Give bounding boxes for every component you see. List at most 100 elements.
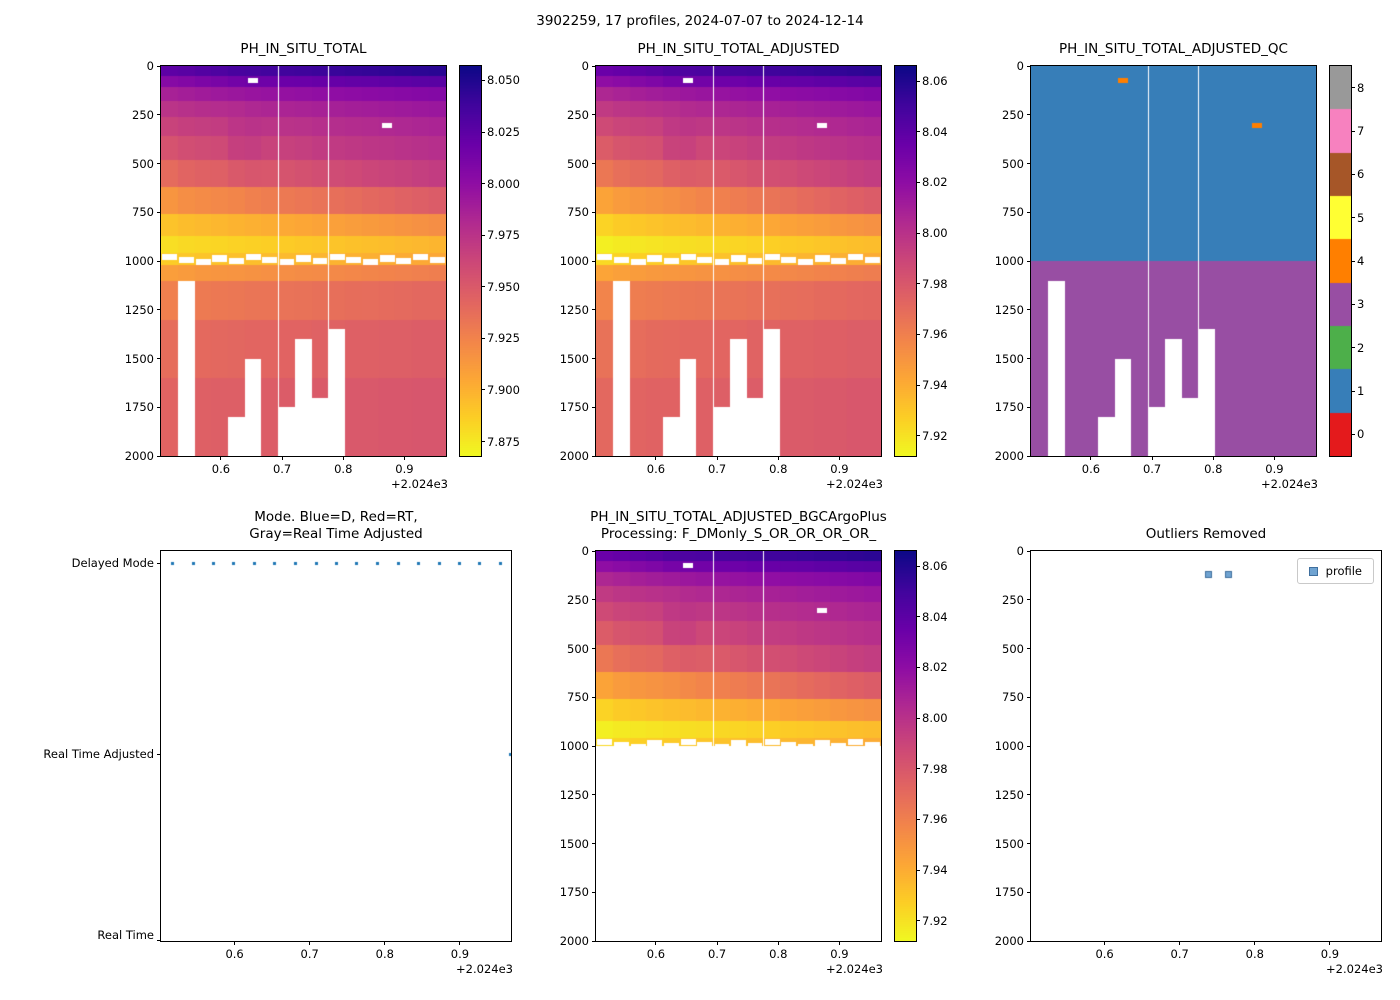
- x-tick-label: 0.7: [300, 947, 319, 961]
- x-tick-mark: [1212, 456, 1214, 460]
- y-tick-label: 500: [567, 156, 589, 171]
- panel-outliers-removed: Outliers Removed profile 0.6 0.7 0.8 0.9 +2.…: [995, 526, 1383, 976]
- colorbar-tick-mark: [916, 869, 920, 871]
- x-tick-mark: [1104, 941, 1106, 945]
- y-tick-mark: [1027, 114, 1031, 116]
- x-tick-mark: [716, 941, 718, 945]
- y-tick-mark: [592, 211, 596, 213]
- x-tick-label: 0.7: [1170, 947, 1189, 961]
- x-tick-mark: [220, 456, 222, 460]
- colorbar-tick-mark: [481, 286, 485, 288]
- x-tick-label: 0.7: [707, 947, 727, 961]
- y-tick-mark: [157, 562, 161, 564]
- x-tick-mark: [1329, 941, 1331, 945]
- y-tick-label: 1250: [124, 302, 154, 317]
- colorbar-tick-label: 6: [1357, 167, 1365, 182]
- colorbar-tick-label: 7.925: [487, 331, 520, 346]
- colorbar-tick-label: 5: [1357, 210, 1365, 225]
- colorbar-tick-label: 0: [1357, 427, 1365, 442]
- colorbar-tick-mark: [916, 232, 920, 234]
- panel-title-ph-adjusted: PH_IN_SITU_TOTAL_ADJUSTED: [637, 41, 840, 58]
- y-tick-label: 750: [567, 690, 589, 705]
- colorbar-tick-label: 4: [1357, 254, 1365, 268]
- y-tick-mark: [1027, 843, 1031, 844]
- y-tick-mark: [157, 406, 161, 408]
- legend-profile-label: profile: [1325, 564, 1362, 578]
- y-tick-mark: [592, 358, 596, 359]
- colorbar-tick-label: 7.900: [487, 382, 520, 397]
- x-tick-label: 0.8: [769, 462, 788, 476]
- y-tick-mark: [157, 309, 161, 311]
- colorbar-tick-label: 8.000: [487, 176, 520, 191]
- y-tick-label: 1500: [124, 351, 154, 366]
- y-tick-label: 1000: [994, 254, 1024, 268]
- y-tick-mark: [592, 309, 596, 311]
- y-tick-mark: [592, 696, 596, 698]
- y-tick-label: 1000: [994, 739, 1024, 753]
- colorbar-tick-mark: [481, 79, 485, 81]
- colorbar-gradient: [895, 66, 916, 456]
- colorbar-tick-mark: [481, 234, 485, 236]
- x-tick-mark: [342, 456, 344, 460]
- y-category-label: Real Time: [97, 928, 154, 942]
- x-tick-mark: [1254, 941, 1256, 945]
- y-tick-mark: [592, 455, 596, 457]
- panel-ph-adjusted: PH_IN_SITU_TOTAL_ADJUSTED 0.6 0.7 0.8 0.9 +2…: [560, 41, 883, 491]
- x-tick-label: 0.9: [830, 947, 849, 961]
- colorbar-tick-label: 7.975: [487, 228, 520, 243]
- panel-title-mode-line1: Mode. Blue=D, Red=RT,: [254, 508, 418, 525]
- y-tick-label: 250: [567, 107, 589, 122]
- colorbar-tick-label: 8.02: [922, 175, 948, 190]
- colorbar-tick-mark: [481, 337, 485, 339]
- colorbar-tick-mark: [916, 333, 920, 335]
- x-tick-mark: [1179, 941, 1181, 945]
- y-category-label: Real Time Adjusted: [43, 747, 154, 762]
- colorbar-qc-blocks: [1330, 66, 1351, 456]
- y-tick-mark: [1027, 163, 1031, 164]
- colorbar-tick-label: 8.02: [922, 660, 948, 675]
- panel-title-ph-bgc-line1: PH_IN_SITU_TOTAL_ADJUSTED_BGCArgoPlus: [590, 508, 887, 525]
- x-tick-label: 0.8: [769, 947, 788, 961]
- colorbar-tick-mark: [916, 616, 920, 618]
- y-tick-label: 1500: [559, 836, 589, 851]
- x-tick-label: 0.9: [395, 462, 414, 476]
- y-tick-label: 1500: [559, 351, 589, 366]
- colorbar-tick-label: 7.94: [922, 378, 948, 393]
- colorbar-tick-mark: [916, 818, 920, 820]
- panel-title-ph-adjusted-qc: PH_IN_SITU_TOTAL_ADJUSTED_QC: [1059, 41, 1288, 58]
- y-tick-label: 1250: [559, 302, 589, 317]
- colorbar-tick-label: 8.025: [487, 125, 520, 140]
- x-tick-label: 0.9: [830, 462, 849, 476]
- y-tick-mark: [592, 794, 596, 796]
- colorbar-tick-mark: [1351, 173, 1355, 175]
- panel-title-ph-in-situ-total: PH_IN_SITU_TOTAL: [240, 41, 367, 58]
- y-tick-mark: [592, 65, 596, 67]
- y-tick-mark: [1027, 891, 1031, 893]
- x-tick-mark: [838, 941, 840, 945]
- y-tick-mark: [1027, 260, 1031, 262]
- colorbar-tick-mark: [481, 389, 485, 391]
- y-tick-mark: [592, 940, 596, 942]
- y-tick-mark: [157, 114, 161, 116]
- colorbar-tick-label: 7.96: [922, 327, 948, 342]
- y-tick-mark: [592, 406, 596, 408]
- x-tick-label: 0.8: [1204, 462, 1223, 476]
- colorbar-qc-flags: 0 1 2 3 4 5 6 7 8: [1329, 65, 1364, 457]
- y-tick-label: 1500: [994, 836, 1024, 851]
- y-tick-label: 1750: [994, 400, 1024, 415]
- x-tick-mark: [1090, 456, 1092, 460]
- panel-ph-in-situ-total: PH_IN_SITU_TOTAL 0.6 0.7 0.8 0.9 +2.024e3 0 25…: [125, 41, 448, 491]
- y-tick-label: 2000: [559, 449, 589, 463]
- y-tick-label: 1250: [994, 302, 1024, 317]
- panel-ph-bgc-argo-plus: PH_IN_SITU_TOTAL_ADJUSTED_BGCArgoPlus Pr…: [560, 509, 887, 976]
- x-axis-offset-label: +2.024e3: [826, 962, 883, 976]
- y-tick-label: 500: [1002, 641, 1024, 656]
- y-tick-label: 0: [146, 59, 154, 73]
- x-tick-mark: [655, 456, 657, 460]
- colorbar-tick-label: 8: [1357, 80, 1365, 95]
- x-tick-mark: [1151, 456, 1153, 460]
- y-tick-label: 2000: [994, 449, 1024, 463]
- y-tick-label: 1750: [559, 400, 589, 415]
- y-tick-mark: [157, 940, 161, 941]
